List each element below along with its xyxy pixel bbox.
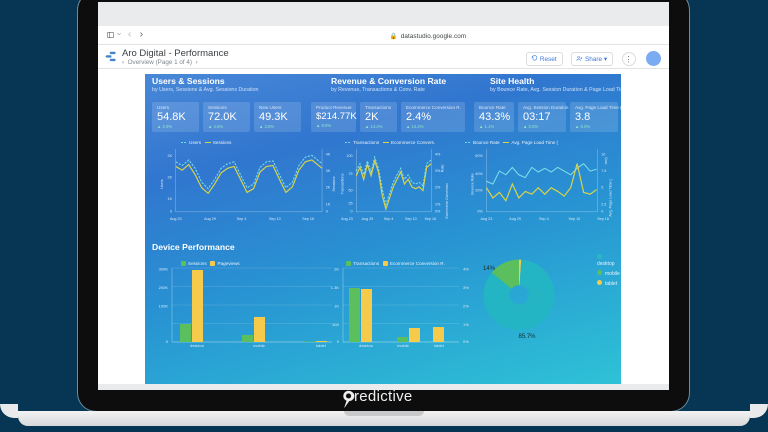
svg-text:2.5: 2.5 xyxy=(601,202,606,206)
svg-text:tablet: tablet xyxy=(434,343,445,347)
svg-text:Aug 23: Aug 23 xyxy=(481,217,493,221)
svg-text:14%: 14% xyxy=(483,266,496,272)
svg-text:desktop: desktop xyxy=(359,343,374,347)
svg-text:Avg. Page Load Time (: Avg. Page Load Time ( xyxy=(608,178,612,216)
svg-text:Sep 16: Sep 16 xyxy=(302,217,314,221)
svg-text:2K: 2K xyxy=(168,175,173,179)
svg-text:Aug 29: Aug 29 xyxy=(362,217,374,221)
svg-text:Transactions: Transactions xyxy=(340,173,344,194)
svg-text:7.5: 7.5 xyxy=(601,169,606,173)
svg-text:4%: 4% xyxy=(435,152,441,156)
svg-text:1K: 1K xyxy=(326,202,331,206)
svg-text:300K: 300K xyxy=(159,267,169,272)
svg-text:85.7%: 85.7% xyxy=(518,334,536,340)
svg-text:Sep 16: Sep 16 xyxy=(424,217,436,221)
svg-text:1.3K: 1.3K xyxy=(331,285,340,290)
svg-text:Sep 10: Sep 10 xyxy=(269,217,281,221)
svg-text:100: 100 xyxy=(346,154,352,158)
svg-text:10: 10 xyxy=(601,152,605,156)
svg-text:Bounce Rate: Bounce Rate xyxy=(470,173,474,194)
svg-text:1%: 1% xyxy=(435,202,441,206)
svg-text:25: 25 xyxy=(348,201,352,205)
svg-text:20%: 20% xyxy=(475,188,483,192)
svg-text:Sep 16: Sep 16 xyxy=(597,217,609,221)
svg-text:mobile: mobile xyxy=(253,343,266,347)
svg-text:0: 0 xyxy=(350,210,352,214)
svg-text:5: 5 xyxy=(601,186,603,190)
svg-text:3K: 3K xyxy=(326,169,331,173)
svg-text:100K: 100K xyxy=(159,304,169,309)
svg-text:4K: 4K xyxy=(326,152,331,156)
svg-text:50: 50 xyxy=(348,188,352,192)
svg-text:Sep 10: Sep 10 xyxy=(405,217,417,221)
svg-text:Aug 23: Aug 23 xyxy=(341,217,353,221)
svg-text:60%: 60% xyxy=(475,154,483,158)
svg-text:500: 500 xyxy=(332,322,339,327)
svg-text:75: 75 xyxy=(348,172,352,176)
svg-text:Sep 10: Sep 10 xyxy=(569,217,581,221)
svg-text:0: 0 xyxy=(601,210,603,214)
svg-text:sec): sec) xyxy=(604,157,608,164)
svg-text:0: 0 xyxy=(166,339,169,344)
svg-text:0: 0 xyxy=(170,210,172,214)
svg-text:2K: 2K xyxy=(334,267,339,272)
svg-text:2%: 2% xyxy=(435,186,441,190)
svg-text:Sessions: Sessions xyxy=(332,176,336,191)
svg-text:mobile: mobile xyxy=(397,343,410,347)
svg-text:0: 0 xyxy=(337,339,340,344)
svg-text:1K: 1K xyxy=(168,197,173,201)
svg-text:Ecommerce Conversion: Ecommerce Conversion xyxy=(445,183,449,219)
svg-text:Users: Users xyxy=(160,179,164,189)
svg-text:Sep 4: Sep 4 xyxy=(237,217,247,221)
svg-text:0%: 0% xyxy=(435,210,441,214)
svg-text:Sep 4: Sep 4 xyxy=(539,217,549,221)
svg-text:2K: 2K xyxy=(326,186,331,190)
svg-text:Aug 29: Aug 29 xyxy=(204,217,216,221)
svg-text:200K: 200K xyxy=(159,285,169,290)
svg-text:3K: 3K xyxy=(168,154,173,158)
svg-text:0%: 0% xyxy=(477,210,483,214)
svg-text:40%: 40% xyxy=(475,172,483,176)
svg-text:1K: 1K xyxy=(334,304,339,309)
svg-text:Aug 23: Aug 23 xyxy=(170,217,182,221)
svg-text:0: 0 xyxy=(326,210,328,214)
svg-text:Sep 4: Sep 4 xyxy=(384,217,394,221)
svg-text:Aug 29: Aug 29 xyxy=(509,217,521,221)
svg-text:Rate: Rate xyxy=(440,164,444,172)
svg-text:desktop: desktop xyxy=(190,343,205,347)
